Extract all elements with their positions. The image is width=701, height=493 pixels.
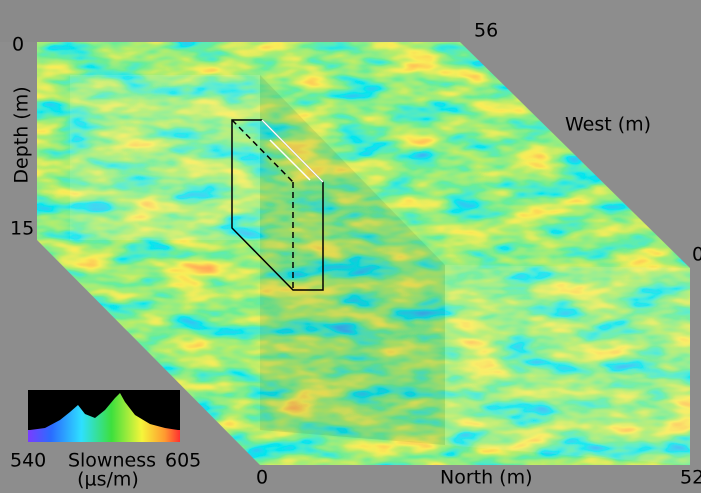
- north-tick: 52: [680, 467, 701, 489]
- west-label: West (m): [565, 114, 651, 136]
- west-tick: 56: [474, 20, 498, 42]
- colorbar-label: Slowness: [68, 450, 156, 472]
- north-label: North (m): [440, 467, 533, 489]
- volume-block: [37, 42, 690, 465]
- depth-label: Depth (m): [11, 86, 33, 183]
- colorbar-max: 605: [165, 450, 201, 472]
- depth-tick: 15: [10, 218, 34, 240]
- cut-face: [70, 75, 260, 240]
- colorbar-unit: (µs/m): [77, 469, 139, 490]
- inset-box: [231, 119, 324, 291]
- colorbar: [28, 430, 180, 442]
- cut-face: [260, 75, 445, 445]
- north-tick: 0: [256, 467, 268, 489]
- depth-tick: 0: [12, 34, 24, 56]
- cut-face: [445, 265, 690, 465]
- background: [0, 0, 460, 42]
- west-tick: 0: [692, 244, 701, 266]
- colorbar-min: 540: [10, 450, 46, 472]
- histogram-shape: [30, 393, 178, 430]
